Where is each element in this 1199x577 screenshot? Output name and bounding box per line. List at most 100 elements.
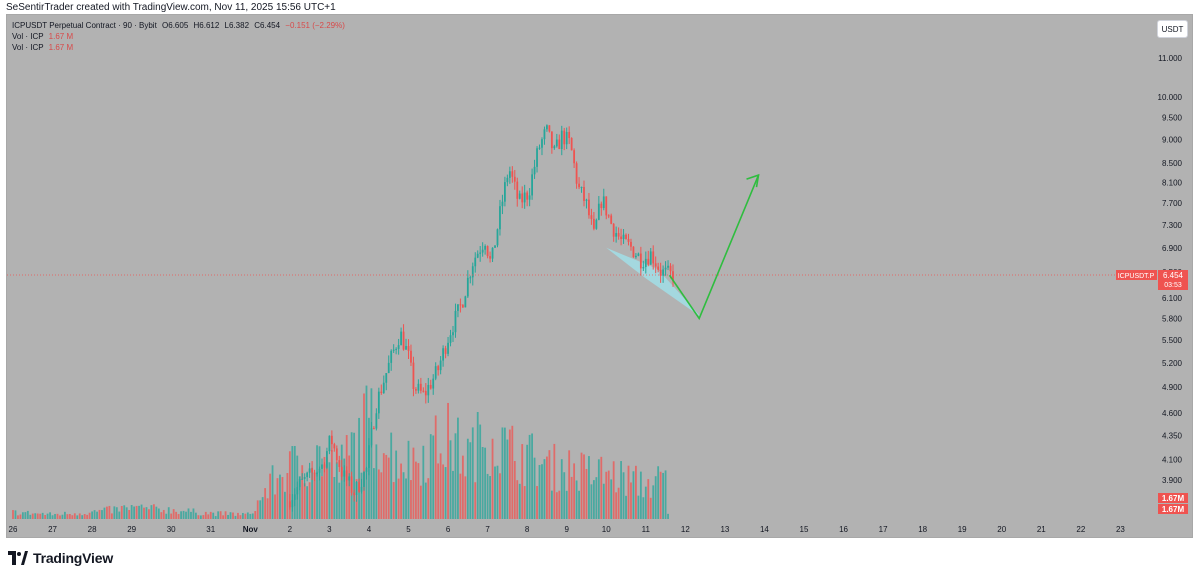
time-axis[interactable]: 26 27 28 29 30 31 Nov 2 3 4 5 6 7 8 9 10 11 12 13 14 15 16 17 1… (9, 525, 1126, 534)
candle-body (486, 246, 489, 257)
candle-body (400, 331, 402, 346)
candle-body (553, 146, 556, 149)
x-tick-label: 21 (1037, 525, 1046, 534)
candle-body (528, 195, 531, 200)
chart-panel[interactable] (6, 14, 1193, 538)
volume-bar (155, 506, 158, 519)
volume-bar (227, 514, 229, 519)
volume-bar (217, 511, 220, 519)
candle-body (316, 472, 318, 475)
volume-bar (392, 482, 395, 519)
projection-arrow (668, 173, 760, 321)
volume-bar (303, 483, 306, 519)
volume-bar (301, 465, 304, 519)
candle-body (412, 362, 415, 389)
volume-row-1[interactable]: Vol · ICP 1.67 M (12, 31, 345, 42)
x-tick-label: 17 (879, 525, 888, 534)
volume-bar (610, 479, 613, 519)
volume-bar (496, 465, 499, 519)
candle-body (602, 196, 605, 209)
volume-bar (237, 512, 239, 519)
candle-body (471, 266, 474, 278)
candle-body (410, 350, 412, 363)
volume-bar (469, 442, 472, 519)
volume-bar (34, 513, 37, 519)
price-axis[interactable]: 11.000 10.000 9.500 9.000 8.500 8.100 7.700 7.3… (1158, 54, 1183, 485)
candle-body (615, 233, 618, 237)
volume-bar (538, 464, 541, 519)
candle-body (627, 239, 630, 242)
y-tick-label: 4.100 (1162, 456, 1183, 465)
volume-bar (597, 459, 600, 519)
candle-body (548, 125, 551, 132)
symbol-tag-bg (1116, 269, 1157, 280)
volume-bar (177, 514, 180, 519)
candle-body (496, 229, 499, 246)
currency-button[interactable]: USDT (1157, 20, 1188, 38)
axis-tags: ICPUSDT.P 6.454 03:53 1.67M 1.67M (1116, 269, 1188, 514)
price-tag-bg (1158, 269, 1188, 290)
volume-bar (580, 452, 583, 519)
candle-body (625, 234, 627, 240)
candle-body (417, 383, 420, 391)
volume-bar (284, 491, 286, 519)
volume-bar (521, 444, 524, 519)
descending-channel (606, 247, 702, 318)
tradingview-logo[interactable]: TradingView (8, 549, 113, 567)
symbol-row[interactable]: ICPUSDT Perpetual Contract · 90 · Bybit … (12, 20, 345, 31)
y-tick-label: 6.900 (1162, 244, 1183, 253)
candle-body (321, 464, 323, 469)
volume-bar (622, 472, 625, 519)
candle-body (583, 186, 585, 201)
volume-bar (578, 490, 580, 519)
volume-bar (464, 476, 467, 519)
volume-bar (501, 427, 504, 519)
candle-body (600, 203, 603, 209)
y-tick-label: 7.300 (1162, 221, 1183, 230)
volume-bar (41, 512, 44, 519)
volume-bar (318, 446, 321, 519)
candle-body (442, 348, 445, 361)
candle-body (407, 346, 410, 351)
y-tick-label: 4.600 (1162, 409, 1183, 418)
volume-bar (232, 512, 234, 519)
candle-body (531, 174, 533, 196)
volume-row-2[interactable]: Vol · ICP 1.67 M (12, 42, 345, 53)
candle-body (360, 486, 363, 492)
candle-body (343, 470, 346, 477)
volume-bar (486, 473, 489, 519)
volume-bar (644, 486, 647, 519)
volume-bar (637, 495, 640, 519)
volume-bar (180, 511, 182, 519)
volume-bar (372, 468, 375, 519)
volume-bar (66, 514, 69, 519)
volume-bar (246, 512, 249, 519)
candle-body (491, 247, 494, 259)
volume-bar (607, 470, 610, 519)
volume-bar (615, 492, 618, 519)
volume-bar (118, 511, 121, 519)
volume-bar (106, 506, 108, 519)
volume-bar (316, 445, 318, 519)
x-tick-label: 30 (167, 525, 176, 534)
volume-bar (269, 473, 271, 519)
volume-bar (328, 462, 331, 519)
volume-bar (461, 455, 464, 519)
volume-bar (340, 444, 343, 519)
volume-bar (476, 412, 479, 519)
volume-bar (73, 513, 76, 519)
y-tick-label: 10.000 (1158, 93, 1183, 102)
volume-bar (531, 433, 533, 519)
x-tick-label: 10 (602, 525, 611, 534)
candle-body (501, 201, 504, 207)
candle-body (573, 150, 576, 164)
volume-bar (484, 447, 487, 519)
volume-bar (36, 513, 39, 519)
volume-bar (138, 505, 140, 519)
volume-bar (279, 474, 281, 519)
volume-bar (563, 472, 566, 519)
volume-bar (358, 417, 360, 519)
volume-bar (214, 516, 217, 519)
volume-bars (12, 385, 669, 519)
